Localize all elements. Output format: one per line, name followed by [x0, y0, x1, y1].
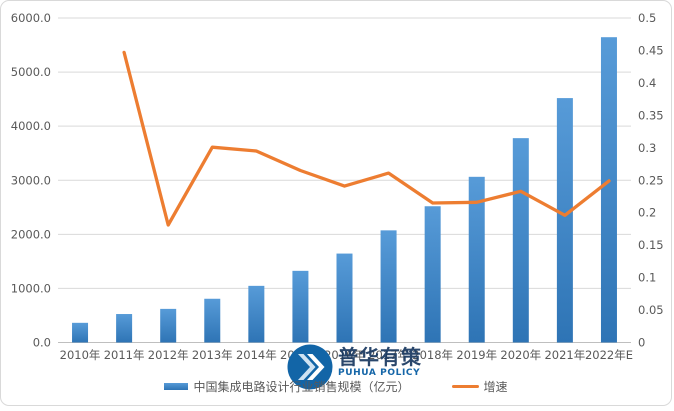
- x-axis-label-2014年: 2014年: [236, 348, 277, 362]
- x-axis-label-2017年: 2017年: [368, 348, 409, 362]
- bar-2020年: [512, 138, 529, 343]
- x-axis-label-2010年: 2010年: [60, 348, 101, 362]
- growth-rate-line: [122, 50, 611, 227]
- x-axis-label-2016年: 2016年: [324, 348, 365, 362]
- right-axis-tick-0.15: 0.15: [638, 238, 664, 252]
- legend: 中国集成电路设计行业销售规模（亿元） 增速: [1, 378, 671, 395]
- right-axis-tick-0.35: 0.35: [638, 108, 664, 122]
- bar-2015年: [292, 270, 309, 343]
- bar-2017年: [380, 230, 397, 343]
- right-axis-tick-0.4: 0.4: [638, 76, 656, 90]
- bar-2010年: [72, 322, 89, 343]
- x-axis-label-2018年: 2018年: [412, 348, 453, 362]
- x-axis-label-2022年E: 2022年E: [585, 348, 633, 362]
- legend-bar-label: 中国集成电路设计行业销售规模（亿元）: [193, 380, 410, 394]
- legend-item-growth: 增速: [451, 378, 508, 395]
- bar-2019年: [468, 176, 485, 343]
- right-axis-tick-0.5: 0.5: [638, 11, 656, 25]
- bar-2014年: [248, 285, 265, 343]
- bar-2022年E: [600, 37, 617, 343]
- x-axis-label-2011年: 2011年: [104, 348, 145, 362]
- legend-item-sales: 中国集成电路设计行业销售规模（亿元）: [164, 378, 410, 395]
- left-axis-tick-3000.0: 3000.0: [11, 173, 51, 187]
- left-axis-tick-2000.0: 2000.0: [11, 227, 51, 241]
- right-axis-tick-0.1: 0.1: [638, 271, 656, 285]
- watermark-en-text: PUHUA POLICY: [338, 368, 421, 378]
- x-axis-label-2021年: 2021年: [544, 348, 585, 362]
- right-axis-tick-0.45: 0.45: [638, 43, 664, 57]
- left-axis-tick-6000.0: 6000.0: [11, 11, 51, 25]
- left-axis-tick-0.0: 0.0: [33, 336, 51, 350]
- bar-2012年: [160, 308, 177, 343]
- bar-2011年: [116, 314, 133, 343]
- legend-line-label: 增速: [483, 380, 508, 394]
- right-axis-tick-0.25: 0.25: [638, 173, 664, 187]
- watermark: 普华有策 PUHUA POLICY: [287, 344, 422, 390]
- bar-2016年: [336, 253, 353, 343]
- x-axis-label-2019年: 2019年: [456, 348, 497, 362]
- left-axis-tick-5000.0: 5000.0: [11, 65, 51, 79]
- left-axis-tick-4000.0: 4000.0: [11, 119, 51, 133]
- right-axis-tick-0.05: 0.05: [638, 303, 664, 317]
- bar-2013年: [204, 298, 221, 343]
- watermark-cn-text: 普华有策: [338, 345, 422, 369]
- x-axis-label-2020年: 2020年: [500, 348, 541, 362]
- right-axis-tick-0.2: 0.2: [638, 206, 656, 220]
- bar-2021年: [556, 98, 573, 343]
- x-axis-label-2012年: 2012年: [148, 348, 189, 362]
- x-axis-label-2013年: 2013年: [192, 348, 233, 362]
- right-axis-tick-0.3: 0.3: [638, 141, 656, 155]
- bar-2018年: [424, 206, 441, 343]
- legend-line-swatch-icon: [451, 384, 479, 389]
- left-axis-tick-1000.0: 1000.0: [11, 281, 51, 295]
- legend-bar-swatch-icon: [164, 383, 189, 390]
- puhua-logo-icon: [287, 344, 333, 390]
- right-axis-tick-0: 0: [638, 336, 645, 350]
